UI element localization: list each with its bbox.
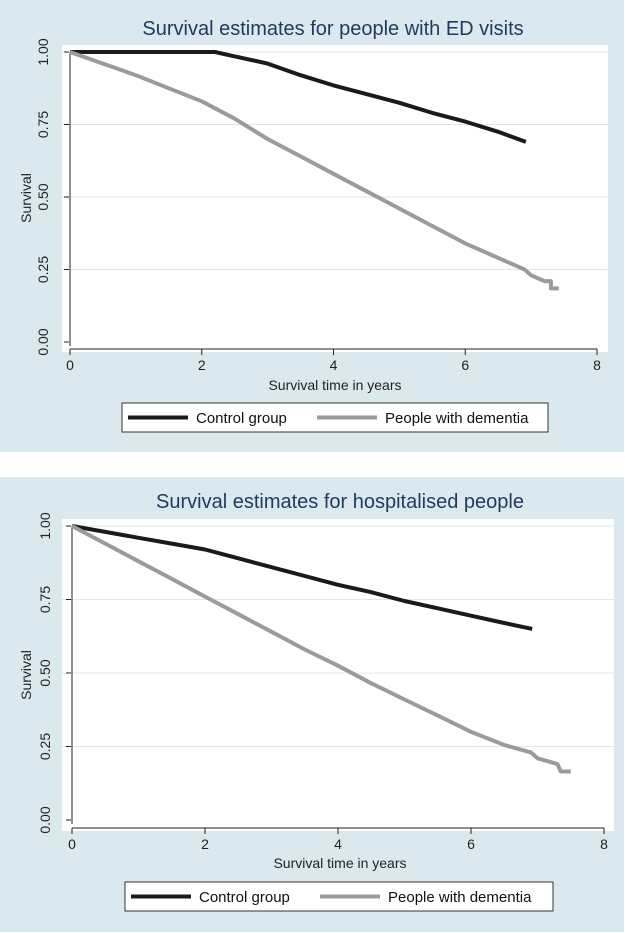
x-tick-label: 2 [198, 357, 206, 373]
x-axis-title: Survival time in years [268, 377, 401, 393]
y-tick-label: 0.00 [37, 806, 53, 833]
y-tick-label: 0.00 [35, 328, 51, 355]
series-line-control [70, 50, 527, 144]
series-line-dementia [69, 50, 559, 291]
x-tick-label: 4 [334, 836, 342, 852]
chart-title: Survival estimates for people with ED vi… [142, 18, 523, 40]
x-tick-label: 6 [467, 836, 475, 852]
legend-label-dementia: People with dementia [388, 889, 532, 906]
y-tick-label: 0.75 [37, 586, 53, 613]
x-tick-label: 0 [68, 836, 76, 852]
y-axis-title: Survival [18, 173, 34, 223]
x-tick-label: 8 [593, 357, 601, 373]
legend-label-dementia: People with dementia [385, 410, 529, 427]
y-tick-label: 0.75 [35, 111, 51, 138]
y-tick-label: 0.50 [35, 183, 51, 210]
legend-label-control: Control group [196, 410, 287, 427]
series-line-control [71, 524, 533, 631]
x-tick-label: 4 [330, 357, 338, 373]
legend-label-control: Control group [199, 889, 290, 906]
x-tick-label: 8 [600, 836, 608, 852]
chart-title: Survival estimates for hospitalised peop… [156, 491, 524, 513]
x-tick-label: 0 [66, 357, 74, 373]
y-tick-label: 0.50 [37, 659, 53, 686]
chart-panel-ed-visits: Survival estimates for people with ED vi… [0, 0, 624, 452]
chart-hospitalised: Survival estimates for hospitalised peop… [18, 491, 614, 912]
y-axis-title: Survival [18, 650, 34, 700]
plot-area [62, 45, 608, 352]
x-tick-label: 6 [461, 357, 469, 373]
x-tick-label: 2 [201, 836, 209, 852]
series-line-dementia [71, 524, 571, 774]
y-tick-label: 0.25 [37, 733, 53, 760]
y-tick-label: 0.25 [35, 256, 51, 283]
x-axis-title: Survival time in years [273, 855, 406, 871]
y-tick-label: 1.00 [37, 512, 53, 539]
chart-panel-hospitalised: Survival estimates for hospitalised peop… [0, 477, 624, 932]
chart-ed-visits: Survival estimates for people with ED vi… [18, 18, 608, 433]
y-tick-label: 1.00 [35, 38, 51, 65]
